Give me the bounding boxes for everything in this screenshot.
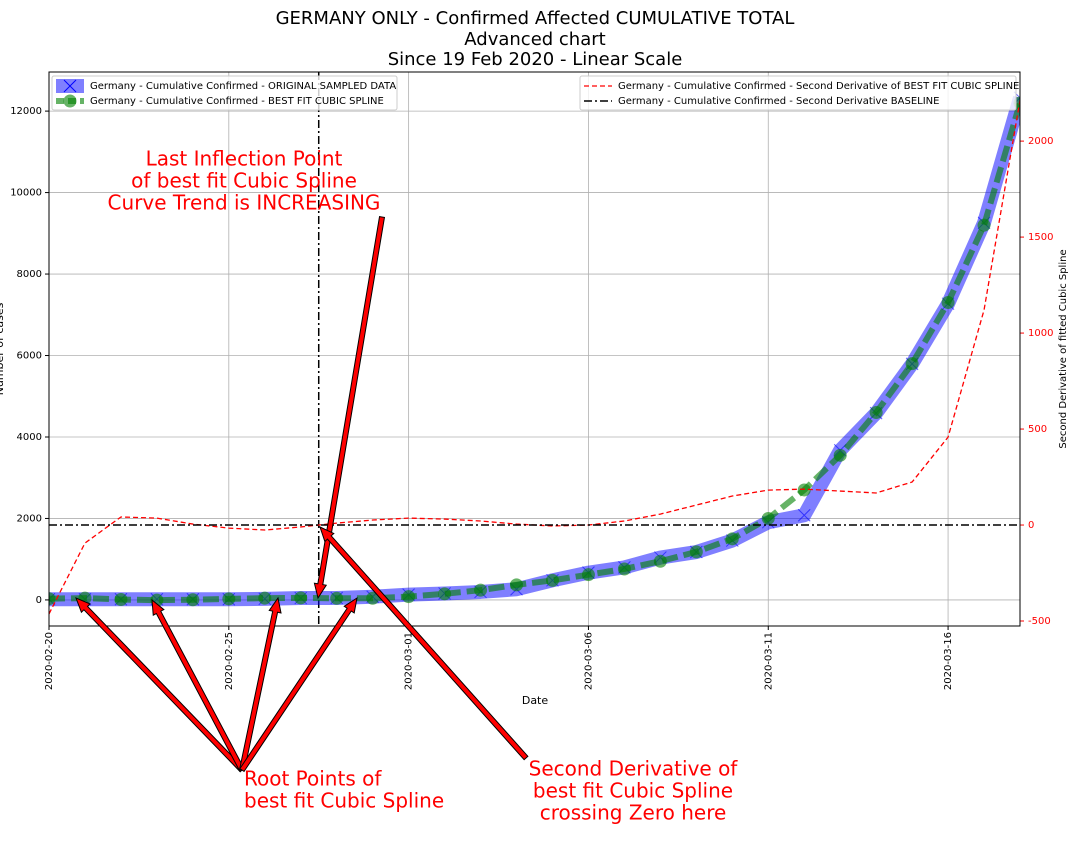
circle-marker	[474, 583, 488, 597]
circle-marker	[725, 532, 739, 546]
x-tick-label: 2020-02-25	[224, 632, 235, 690]
annotation: of best fit Cubic Spline	[131, 169, 357, 193]
circle-marker	[977, 218, 991, 232]
legend-box	[51, 75, 398, 111]
legend-marker	[63, 94, 77, 108]
circle-marker	[545, 573, 559, 587]
y2-tick-label: 500	[1028, 424, 1047, 435]
annotation: best fit Cubic Spline	[533, 779, 733, 803]
x-axis-label: Date	[522, 694, 549, 707]
circle-marker	[941, 296, 955, 310]
y-tick-label: 8000	[17, 269, 42, 280]
circle-marker	[114, 593, 128, 607]
circle-marker	[617, 562, 631, 576]
circle-marker	[438, 587, 452, 601]
annotation: Curve Trend is INCREASING	[108, 191, 381, 215]
circle-marker	[833, 448, 847, 462]
legend-marker	[63, 79, 77, 93]
chart-title: Since 19 Feb 2020 - Linear Scale	[388, 49, 683, 70]
y2-tick-label: 0	[1028, 520, 1034, 531]
circle-marker	[330, 591, 344, 605]
y-tick-label: 12000	[10, 106, 42, 117]
annotation: Root Points of	[244, 767, 382, 791]
legend-label: Germany - Cumulative Confirmed - Second …	[618, 96, 939, 107]
y2-tick-label: 1500	[1028, 232, 1053, 243]
circle-marker	[366, 591, 380, 605]
circle-marker	[510, 578, 524, 592]
circle-marker	[653, 554, 667, 568]
annotation: Second Derivative of	[529, 757, 739, 781]
x-marker	[797, 508, 811, 522]
y2-tick-label: 2000	[1028, 136, 1053, 147]
circle-marker	[797, 483, 811, 497]
legend-label: Germany - Cumulative Confirmed - BEST FI…	[90, 96, 384, 107]
legend: Germany - Cumulative Confirmed - ORIGINA…	[51, 75, 398, 111]
plot-frame	[48, 71, 1021, 627]
annotation-arrow	[151, 598, 245, 772]
x-tick-label: 2020-03-16	[943, 632, 954, 690]
annotation-arrow	[319, 526, 529, 761]
legend: Germany - Cumulative Confirmed - Second …	[579, 75, 1019, 111]
legend-label: Germany - Cumulative Confirmed - Second …	[618, 81, 1019, 92]
y2-axis-label: Second Derivative of fitted Cubic Spline	[1058, 249, 1069, 448]
x-tick-label: 2020-03-01	[404, 632, 415, 690]
annotation-arrow	[313, 216, 386, 600]
annotation-arrow	[238, 596, 282, 772]
circle-marker	[689, 545, 703, 559]
annotation: crossing Zero here	[540, 801, 727, 825]
y-tick-label: 10000	[10, 188, 42, 199]
y2-tick-label: -500	[1028, 616, 1051, 627]
annotation-arrow	[239, 596, 358, 773]
annotation: best fit Cubic Spline	[244, 789, 444, 813]
y2-tick-label: 1000	[1028, 328, 1053, 339]
y-tick-label: 2000	[17, 513, 42, 524]
circle-marker	[761, 511, 775, 525]
circle-marker	[258, 591, 272, 605]
legend-label: Germany - Cumulative Confirmed - ORIGINA…	[90, 81, 396, 92]
x-tick-label: 2020-02-20	[44, 632, 55, 690]
plot-area	[49, 91, 1020, 615]
circle-marker	[222, 592, 236, 606]
annotation: Last Inflection Point	[146, 147, 343, 171]
circle-marker	[905, 357, 919, 371]
annotation-arrow	[75, 597, 245, 773]
series-line	[49, 102, 1020, 604]
chart-title: GERMANY ONLY - Confirmed Affected CUMULA…	[276, 8, 795, 29]
y-tick-label: 4000	[17, 432, 42, 443]
circle-marker	[294, 591, 308, 605]
x-tick-label: 2020-03-06	[583, 632, 594, 690]
y-axis-label: Number of cases	[0, 302, 6, 395]
circle-marker	[869, 406, 883, 420]
x-tick-label: 2020-03-11	[763, 632, 774, 690]
y-tick-label: 6000	[17, 351, 42, 362]
circle-marker	[186, 593, 200, 607]
circle-marker	[402, 590, 416, 604]
circle-marker	[581, 568, 595, 582]
legend-box	[579, 75, 1017, 111]
chart-title: Advanced chart	[464, 29, 605, 50]
circle-marker	[49, 592, 56, 606]
y-tick-label: 0	[36, 595, 42, 606]
